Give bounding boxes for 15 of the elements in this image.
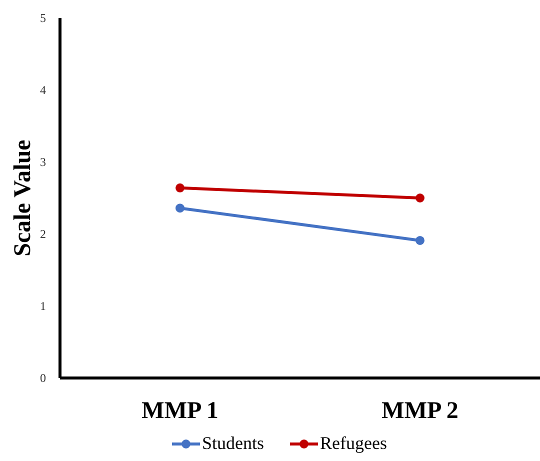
point: [176, 204, 184, 213]
y-tick-label: 2: [40, 227, 46, 242]
point: [416, 194, 424, 202]
x-tick-label: MMP 2: [382, 398, 458, 424]
legend-label: Students: [202, 433, 264, 453]
point: [416, 236, 424, 245]
y-tick-label: 0: [40, 371, 46, 386]
y-axis-title: Scale Value: [10, 139, 36, 256]
y-tick-label: 3: [40, 155, 46, 170]
y-tick-label: 5: [40, 11, 46, 26]
y-tick-label: 4: [40, 83, 46, 98]
x-tick-label: MMP 1: [142, 398, 218, 424]
legend-label: Refugees: [320, 433, 387, 453]
point: [176, 183, 184, 192]
y-tick-label: 1: [40, 299, 46, 314]
